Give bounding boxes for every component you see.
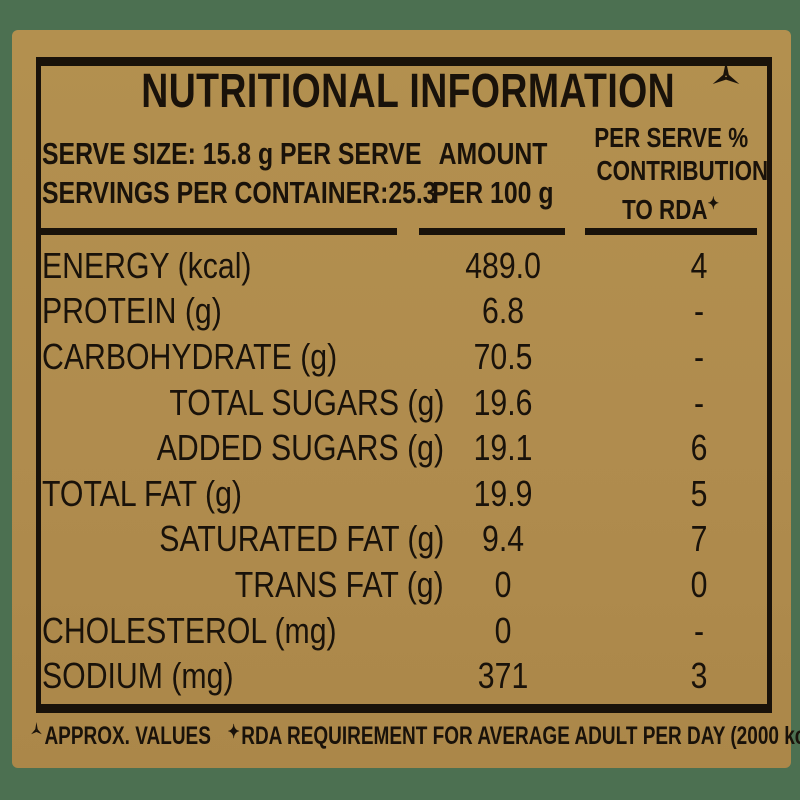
table-frame — [36, 57, 772, 713]
row-amount: 19.6 — [473, 381, 533, 423]
row-rda: 0 — [690, 563, 708, 605]
row-label: TOTAL SUGARS (g) — [168, 381, 444, 423]
row-label: SATURATED FAT (g) — [158, 518, 444, 560]
row-amount: 19.1 — [473, 427, 533, 469]
row-label: PROTEIN (g) — [42, 290, 222, 332]
page-title: NUTRITIONAL INFORMATION — [141, 64, 675, 118]
table-row-protein: PROTEIN (g) 6.8 - — [42, 289, 758, 335]
nutrient-table: ENERGY (kcal) 489.0 4 PROTEIN (g) 6.8 - … — [42, 243, 758, 699]
footnote-approx-text: APPROX. VALUES — [44, 721, 211, 750]
row-amount: 70.5 — [473, 335, 533, 377]
amount-column-header: AMOUNT PER 100 g — [400, 134, 586, 212]
table-row-total-fat: TOTAL FAT (g) 19.9 5 — [42, 471, 758, 517]
table-row-cholesterol: CHOLESTEROL (mg) 0 - — [42, 608, 758, 654]
serve-size-line: SERVE SIZE: 15.8 g PER SERVE — [42, 136, 422, 171]
row-amount: 489.0 — [465, 244, 541, 286]
amount-header-line2: PER 100 g — [432, 175, 554, 210]
title-row: NUTRITIONAL INFORMATION — [36, 61, 772, 118]
table-row-added-sugars: ADDED SUGARS (g) 19.1 6 — [42, 425, 758, 471]
servings-per-container-line: SERVINGS PER CONTAINER:25.3 — [42, 175, 437, 210]
row-amount: 0 — [494, 609, 512, 651]
table-row-trans-fat: TRANS FAT (g) 0 0 — [42, 562, 758, 608]
row-rda: 5 — [690, 472, 708, 514]
serve-header-underline — [40, 228, 397, 235]
footnote: APPROX. VALUES ✦ RDA REQUIREMENT FOR AVE… — [30, 714, 800, 758]
four-pointed-star-icon: ✦ — [227, 721, 240, 743]
table-row-saturated-fat: SATURATED FAT (g) 9.4 7 — [42, 517, 758, 563]
rda-header-line1: PER SERVE % — [594, 122, 749, 153]
rda-header-line3: TO RDA✦ — [622, 194, 720, 225]
row-label: ADDED SUGARS (g) — [156, 427, 444, 469]
gold-panel — [12, 30, 791, 768]
table-row-total-sugars: TOTAL SUGARS (g) 19.6 - — [42, 380, 758, 426]
row-label: TRANS FAT (g) — [235, 563, 444, 605]
row-amount: 371 — [477, 655, 529, 697]
rda-column-header: PER SERVE % CONTRIBUTION TO RDA✦ — [575, 121, 769, 226]
serve-size-header: SERVE SIZE: 15.8 g PER SERVE SERVINGS PE… — [42, 134, 535, 212]
row-label: TOTAL FAT (g) — [42, 472, 242, 514]
row-rda: 4 — [690, 244, 708, 286]
row-rda: 7 — [690, 518, 708, 560]
row-label: CARBOHYDRATE (g) — [42, 335, 338, 377]
row-amount: 9.4 — [481, 518, 525, 560]
row-amount: 19.9 — [473, 472, 533, 514]
row-rda: 3 — [690, 655, 708, 697]
three-pointed-star-icon — [31, 721, 42, 734]
row-label: CHOLESTEROL (mg) — [42, 609, 337, 651]
row-amount: 6.8 — [481, 290, 525, 332]
row-rda: - — [693, 335, 705, 377]
rda-header-underline — [585, 228, 757, 235]
table-row-energy: ENERGY (kcal) 489.0 4 — [42, 243, 758, 289]
three-pointed-star-icon — [712, 61, 740, 85]
row-rda: - — [693, 381, 705, 423]
four-pointed-star-icon: ✦ — [708, 194, 720, 213]
amount-header-line1: AMOUNT — [438, 136, 548, 171]
row-amount: 0 — [494, 563, 512, 605]
amount-header-underline — [419, 228, 565, 235]
table-row-sodium: SODIUM (mg) 371 3 — [42, 653, 758, 699]
row-rda: - — [693, 290, 705, 332]
row-rda: 6 — [690, 427, 708, 469]
table-row-carbohydrate: CARBOHYDRATE (g) 70.5 - — [42, 334, 758, 380]
row-rda: - — [693, 609, 705, 651]
rda-header-line2: CONTRIBUTION — [596, 155, 769, 186]
footnote-rda-text: RDA REQUIREMENT FOR AVERAGE ADULT PER DA… — [241, 721, 800, 750]
row-label: SODIUM (mg) — [42, 655, 234, 697]
row-label: ENERGY (kcal) — [42, 244, 252, 286]
